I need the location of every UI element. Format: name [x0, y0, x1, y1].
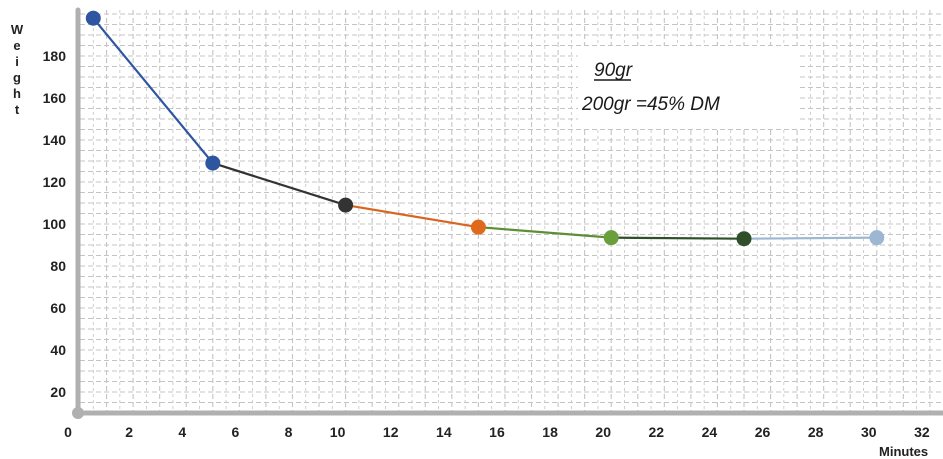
x-tick-label: 18 [542, 424, 558, 440]
y-axis-label-letter: e [13, 38, 20, 53]
series-points [85, 10, 885, 247]
series-segment [611, 236, 745, 240]
series-segment [212, 162, 346, 207]
y-tick-label: 80 [50, 258, 66, 274]
data-point [85, 10, 101, 26]
x-tick-label: 2 [125, 424, 133, 440]
data-point [869, 230, 885, 246]
x-tick-label: 24 [702, 424, 718, 440]
axis-origin-dot [72, 407, 84, 419]
annotation-line-2: 200gr =45% DM [581, 94, 720, 115]
y-axis-label-letter: g [13, 70, 21, 85]
axes [72, 7, 943, 419]
x-tick-label: 4 [178, 424, 186, 440]
x-tick-label: 16 [489, 424, 505, 440]
data-point [736, 231, 752, 247]
x-tick-label: 8 [285, 424, 293, 440]
x-tick-labels: 0 2 4 6 8 10 12 14 16 18 20 22 24 26 28 30 32 [64, 424, 930, 440]
y-tick-label: 180 [43, 48, 67, 64]
y-tick-label: 20 [50, 384, 66, 400]
y-tick-label: 120 [43, 174, 67, 190]
x-tick-label: 28 [808, 424, 824, 440]
x-tick-label: 6 [231, 424, 239, 440]
y-tick-label: 140 [43, 132, 67, 148]
series-segment [345, 204, 479, 229]
x-tick-label: 14 [436, 424, 452, 440]
y-axis-label-letter: t [15, 102, 20, 117]
series-segment [743, 236, 877, 240]
data-point [205, 155, 221, 171]
data-point [338, 197, 354, 213]
x-tick-label: 0 [64, 424, 72, 440]
annotation-background [578, 46, 800, 128]
y-tick-labels: 20 40 60 80 100 120 140 160 180 [43, 48, 67, 400]
y-tick-label: 160 [43, 90, 67, 106]
annotation-box: 90gr 200gr =45% DM [578, 46, 800, 128]
y-tick-label: 100 [43, 216, 67, 232]
data-point [470, 219, 486, 235]
y-tick-label: 60 [50, 300, 66, 316]
x-tick-label: 22 [649, 424, 665, 440]
y-axis-label-letter: W [11, 22, 24, 37]
y-tick-label: 40 [50, 342, 66, 358]
annotation-line-1: 90gr [594, 60, 633, 81]
series-lines [92, 17, 877, 240]
x-tick-label: 12 [383, 424, 399, 440]
x-tick-label: 20 [595, 424, 611, 440]
series-segment [92, 17, 214, 164]
x-tick-label: 32 [914, 424, 930, 440]
y-axis-label-letter: h [13, 86, 21, 101]
x-tick-label: 30 [861, 424, 877, 440]
x-axis-label: Minutes [879, 444, 928, 459]
x-tick-label: 26 [755, 424, 771, 440]
data-point [603, 230, 619, 246]
series-segment [478, 226, 612, 239]
x-tick-label: 10 [330, 424, 346, 440]
y-axis-label-letter: i [15, 54, 19, 69]
